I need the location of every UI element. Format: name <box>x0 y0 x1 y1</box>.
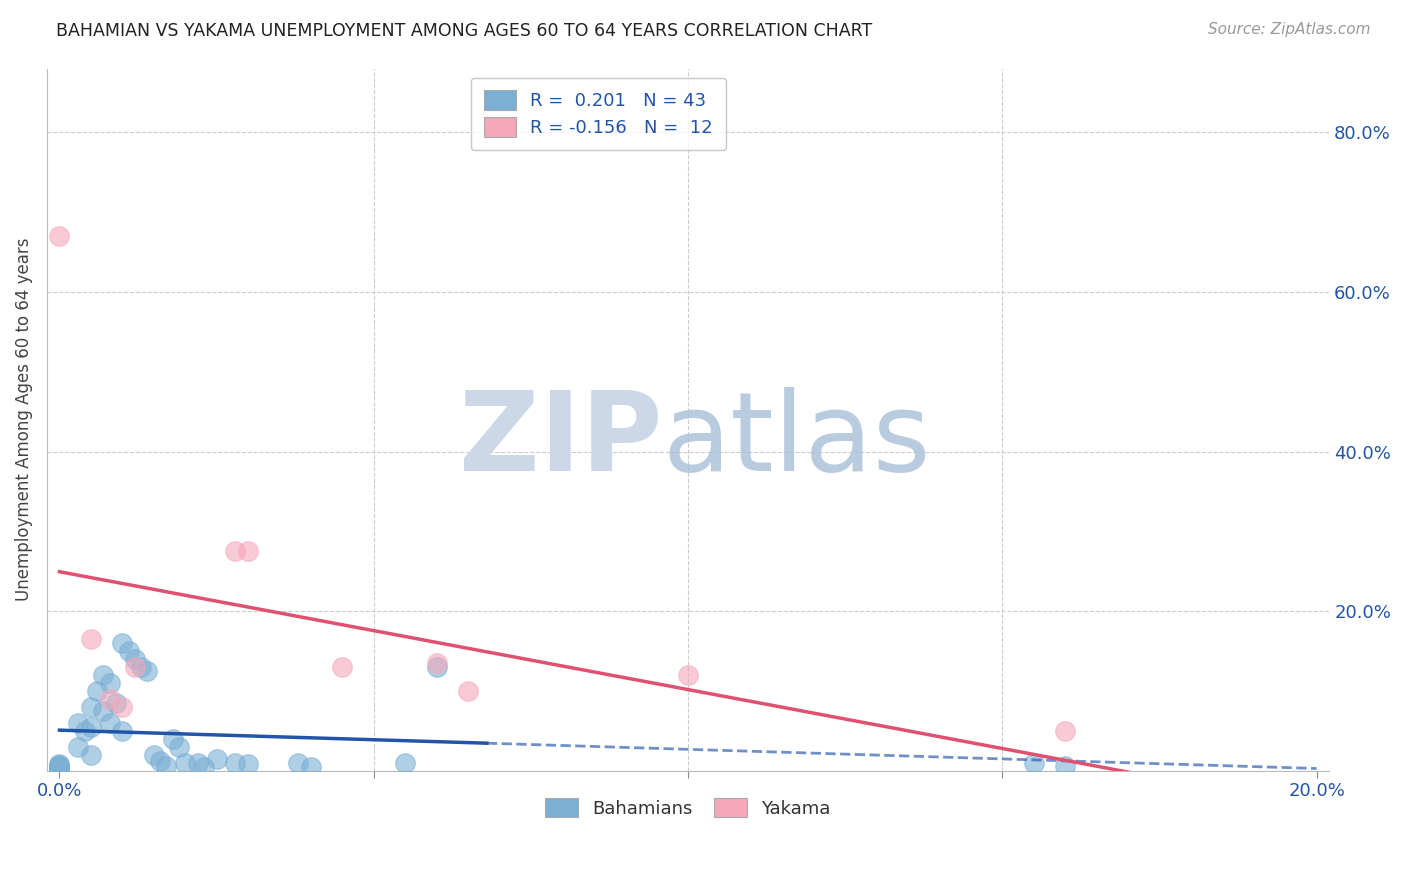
Point <box>93 668 115 682</box>
Text: ZIP: ZIP <box>458 387 662 494</box>
Text: Source: ZipAtlas.com: Source: ZipAtlas.com <box>1208 22 1371 37</box>
Point <box>111 699 134 714</box>
Point <box>111 723 134 738</box>
Point <box>394 756 416 770</box>
Point <box>236 544 259 558</box>
Point <box>124 652 146 666</box>
Point <box>48 760 70 774</box>
Point <box>155 759 177 773</box>
Point <box>676 668 699 682</box>
Point <box>287 756 309 770</box>
Legend: Bahamians, Yakama: Bahamians, Yakama <box>538 790 838 825</box>
Point <box>1054 759 1077 773</box>
Point <box>48 759 70 773</box>
Point <box>67 715 90 730</box>
Point <box>80 632 103 646</box>
Point <box>299 760 322 774</box>
Text: atlas: atlas <box>662 387 931 494</box>
Y-axis label: Unemployment Among Ages 60 to 64 years: Unemployment Among Ages 60 to 64 years <box>15 238 32 601</box>
Point <box>80 699 103 714</box>
Point <box>1022 756 1045 770</box>
Point <box>142 747 165 762</box>
Point <box>80 720 103 734</box>
Point <box>426 660 449 674</box>
Text: BAHAMIAN VS YAKAMA UNEMPLOYMENT AMONG AGES 60 TO 64 YEARS CORRELATION CHART: BAHAMIAN VS YAKAMA UNEMPLOYMENT AMONG AG… <box>56 22 873 40</box>
Point <box>80 747 103 762</box>
Point <box>236 757 259 772</box>
Point <box>205 752 228 766</box>
Point <box>48 760 70 774</box>
Point <box>48 757 70 772</box>
Point <box>426 656 449 670</box>
Point <box>124 660 146 674</box>
Point <box>330 660 353 674</box>
Point <box>224 544 246 558</box>
Point <box>174 756 197 770</box>
Point <box>48 763 70 777</box>
Point <box>111 636 134 650</box>
Point <box>67 739 90 754</box>
Point <box>129 660 152 674</box>
Point <box>193 760 215 774</box>
Point <box>187 756 209 770</box>
Point <box>98 715 121 730</box>
Point <box>224 756 246 770</box>
Point <box>162 731 184 746</box>
Point <box>48 758 70 772</box>
Point <box>1054 723 1077 738</box>
Point <box>149 754 172 768</box>
Point <box>48 229 70 244</box>
Point <box>48 761 70 775</box>
Point <box>105 696 128 710</box>
Point <box>48 762 70 776</box>
Point <box>457 684 479 698</box>
Point <box>98 676 121 690</box>
Point <box>86 684 108 698</box>
Point <box>98 691 121 706</box>
Point <box>136 664 159 678</box>
Point <box>73 723 96 738</box>
Point <box>93 704 115 718</box>
Point <box>167 739 190 754</box>
Point <box>117 644 139 658</box>
